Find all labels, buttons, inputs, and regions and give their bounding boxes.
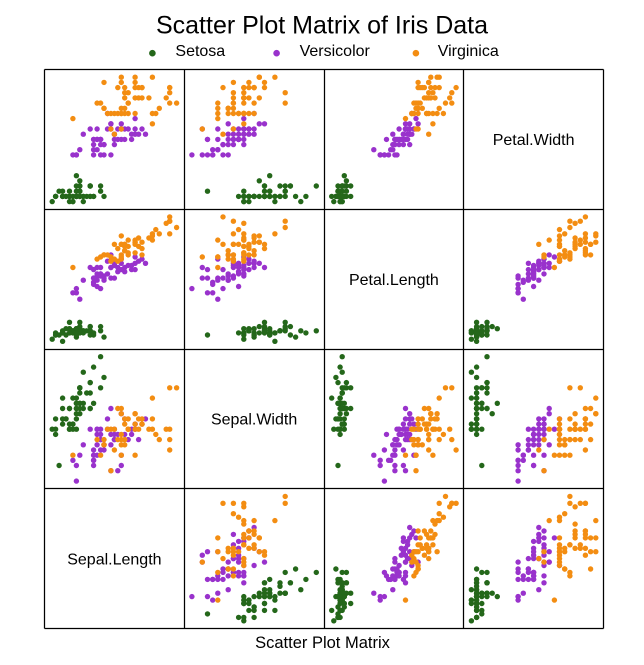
- svg-text:Scatter Plot Matrix of Iris Da: Scatter Plot Matrix of Iris Data: [156, 12, 488, 40]
- svg-text:Sepal.Length: Sepal.Length: [67, 551, 161, 568]
- svg-text:Virginica: Virginica: [438, 43, 499, 60]
- svg-text:Sepal.Width: Sepal.Width: [211, 412, 297, 429]
- svg-text:Petal.Length: Petal.Length: [349, 272, 439, 289]
- svg-text:Setosa: Setosa: [175, 43, 225, 60]
- svg-text:Petal.Width: Petal.Width: [493, 132, 575, 149]
- svg-text:Versicolor: Versicolor: [300, 43, 371, 60]
- svg-text:Scatter Plot Matrix: Scatter Plot Matrix: [255, 634, 391, 652]
